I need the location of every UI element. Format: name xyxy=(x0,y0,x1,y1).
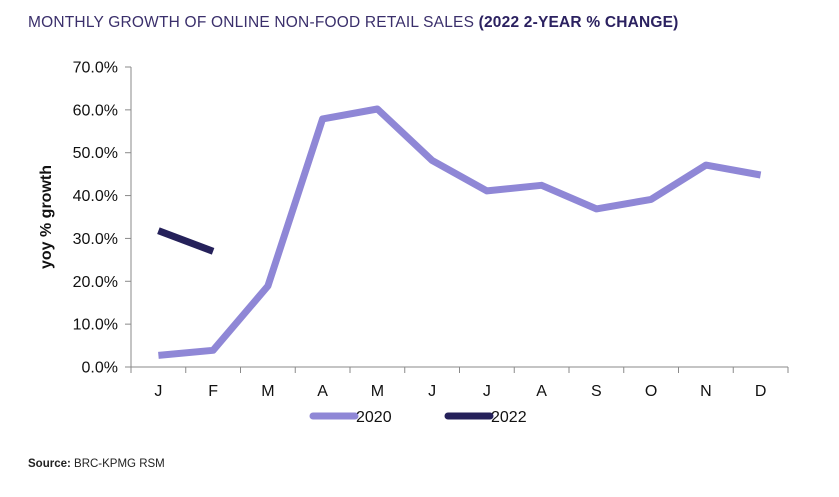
x-tick-label: O xyxy=(645,383,657,400)
x-tick-label: J xyxy=(428,383,436,400)
series-layer xyxy=(157,105,762,359)
x-tick-label: J xyxy=(483,383,491,400)
series-line-2020 xyxy=(158,105,762,359)
chart-title-bold: (2022 2-YEAR % CHANGE) xyxy=(478,14,679,31)
y-axis-title: yoy % growth xyxy=(38,165,55,269)
x-tick-label: M xyxy=(371,383,384,400)
chart-title-main: MONTHLY GROWTH OF ONLINE NON-FOOD RETAIL… xyxy=(28,14,479,31)
source-note: Source: BRC-KPMG RSM xyxy=(28,458,165,470)
x-tick-label: S xyxy=(591,383,602,400)
y-tick-label: 20.0% xyxy=(73,274,118,291)
series-line-2022 xyxy=(157,227,215,255)
legend-label-2022: 2022 xyxy=(491,409,527,426)
y-tick-label: 0.0% xyxy=(82,360,118,377)
y-tick-label: 30.0% xyxy=(73,231,118,248)
x-tick-label: N xyxy=(700,383,712,400)
x-tick-label: M xyxy=(261,383,274,400)
y-tick-label: 10.0% xyxy=(73,317,118,334)
x-tick-label: A xyxy=(536,383,547,400)
y-tick-label: 50.0% xyxy=(73,145,118,162)
chart-legend: 2020 2022 xyxy=(309,409,527,426)
source-label: Source: xyxy=(28,458,71,470)
y-tick-label: 70.0% xyxy=(73,60,118,77)
y-tick-label: 60.0% xyxy=(73,102,118,119)
legend-label-2020: 2020 xyxy=(356,409,392,426)
x-tick-label: D xyxy=(755,383,767,400)
chart-title: MONTHLY GROWTH OF ONLINE NON-FOOD RETAIL… xyxy=(28,14,679,32)
y-tick-label: 40.0% xyxy=(73,188,118,205)
chart-axes: 0.0% 10.0% 20.0% 30.0% 40.0% 50.0% 60.0% 70.0% J… xyxy=(38,60,789,400)
x-tick-label: A xyxy=(317,383,328,400)
x-tick-label: J xyxy=(154,383,162,400)
x-tick-label: F xyxy=(208,383,218,400)
source-text: BRC-KPMG RSM xyxy=(70,458,165,470)
